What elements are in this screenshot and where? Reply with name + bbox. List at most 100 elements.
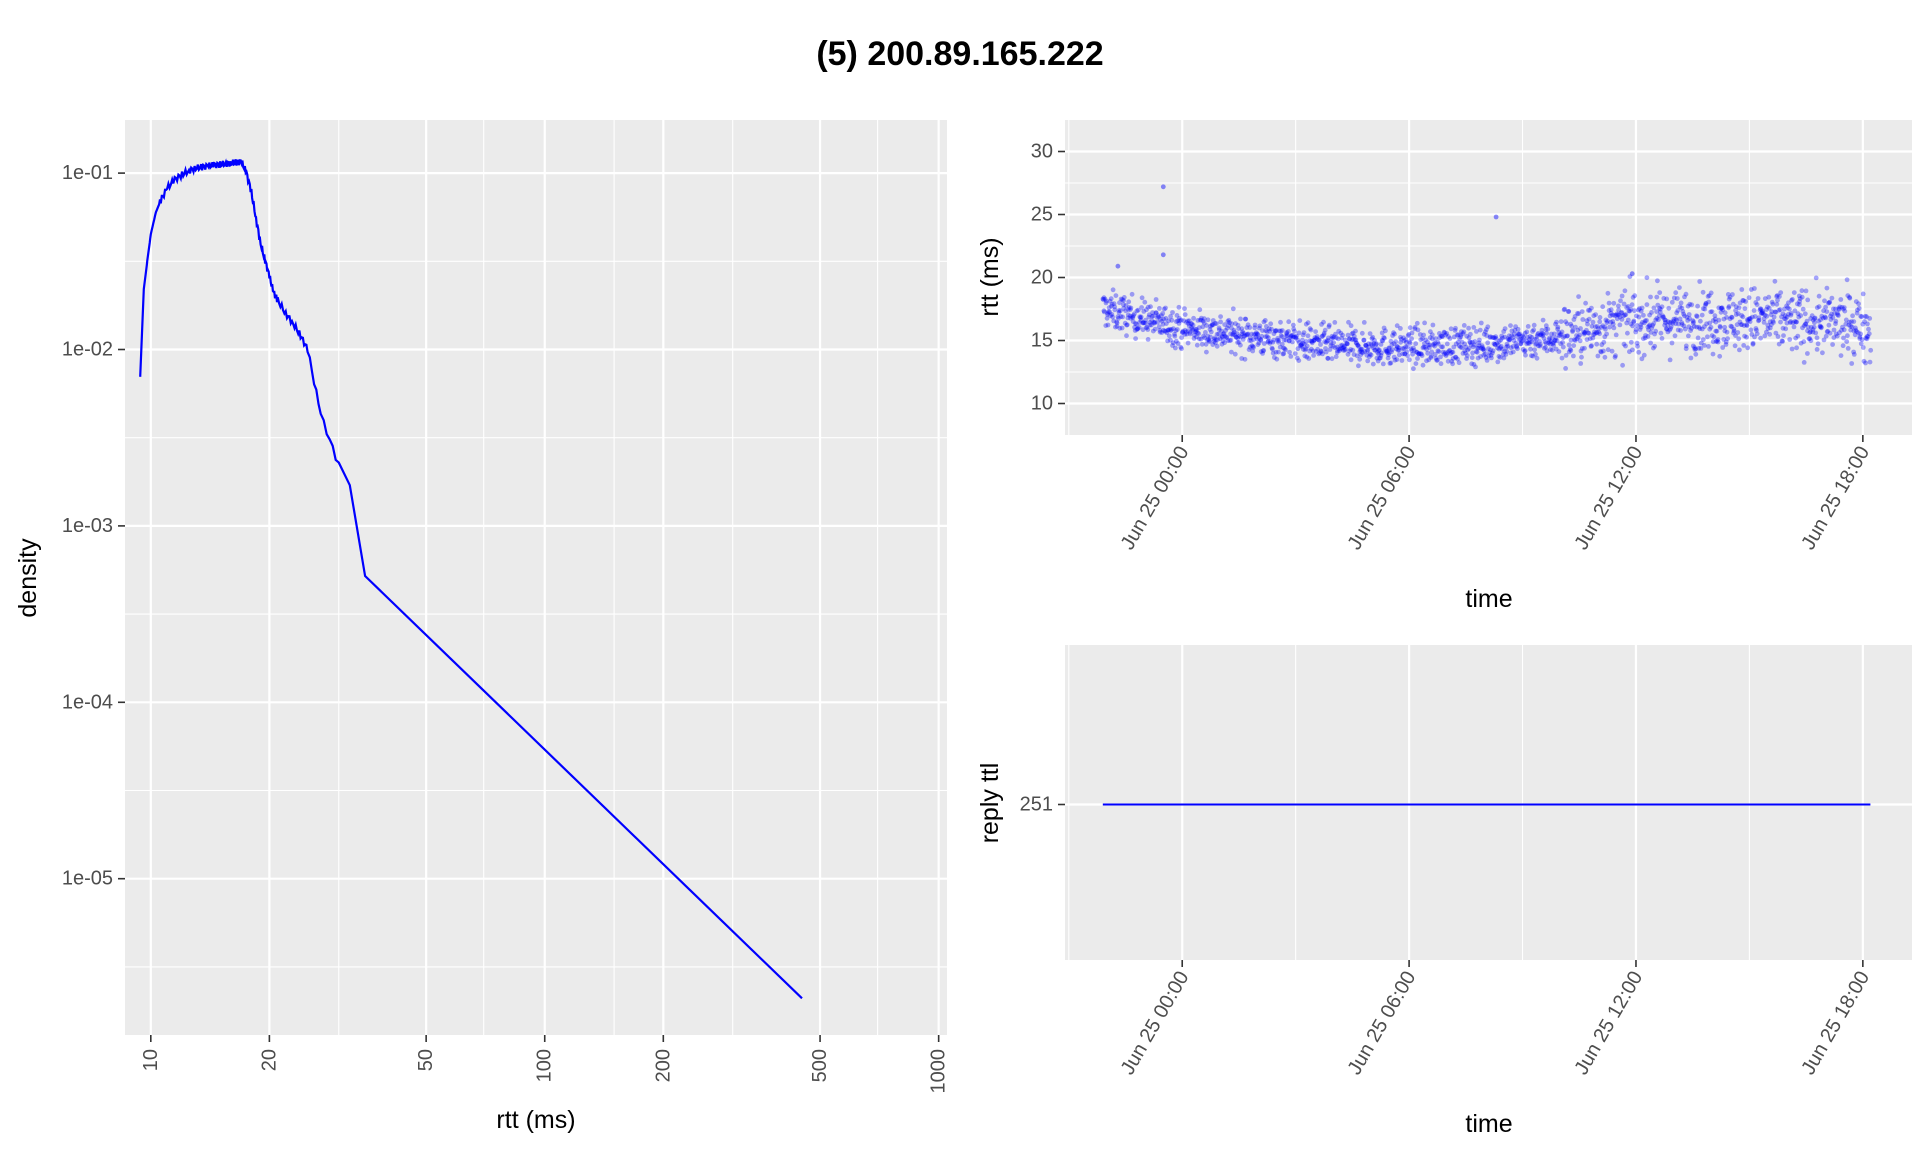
rtt-point bbox=[1778, 319, 1783, 325]
rtt-point bbox=[1706, 299, 1711, 305]
rtt-point bbox=[1716, 317, 1722, 323]
rtt-point bbox=[1197, 317, 1203, 323]
rtt-point bbox=[1679, 322, 1685, 327]
rtt-point bbox=[1580, 317, 1586, 322]
rtt-point bbox=[1313, 329, 1318, 334]
rtt-point bbox=[1750, 341, 1756, 347]
rtt-point bbox=[1516, 332, 1522, 338]
rtt-point bbox=[1445, 358, 1451, 364]
rtt-point bbox=[1361, 337, 1367, 343]
rtt-point bbox=[1146, 312, 1152, 318]
rtt-point bbox=[1648, 294, 1653, 300]
rtt-point bbox=[1198, 317, 1204, 323]
rtt-point bbox=[1864, 334, 1870, 339]
rtt-point bbox=[1314, 335, 1319, 341]
rtt-point bbox=[1533, 351, 1538, 357]
rtt-point bbox=[1719, 305, 1725, 311]
rtt-point bbox=[1866, 326, 1871, 332]
rtt-point bbox=[1712, 313, 1718, 319]
rtt-point bbox=[1791, 324, 1797, 330]
rtt-point bbox=[1392, 357, 1398, 363]
rtt-point bbox=[1744, 323, 1750, 328]
rtt-point bbox=[1194, 327, 1199, 332]
rtt-point bbox=[1599, 342, 1605, 348]
rtt-point bbox=[1116, 308, 1122, 313]
rtt-point bbox=[1160, 311, 1166, 316]
rtt-point bbox=[1368, 341, 1374, 347]
rtt-point bbox=[1190, 322, 1196, 328]
rtt-point bbox=[1152, 319, 1158, 325]
rtt-point bbox=[1633, 327, 1639, 332]
rtt-point bbox=[1764, 329, 1769, 335]
rtt-point bbox=[1116, 310, 1122, 315]
rtt-point bbox=[1247, 325, 1253, 330]
rtt-point bbox=[1132, 328, 1138, 333]
rtt-point bbox=[1798, 313, 1804, 318]
rtt-point bbox=[1119, 325, 1125, 331]
rtt-point bbox=[1125, 315, 1131, 321]
rtt-point bbox=[1665, 319, 1671, 325]
rtt-point bbox=[1501, 351, 1506, 357]
rtt-point bbox=[1319, 334, 1325, 339]
rtt-point bbox=[1787, 320, 1793, 325]
rtt-point bbox=[1590, 335, 1596, 341]
rtt-point bbox=[1160, 321, 1166, 327]
rtt-point bbox=[1296, 340, 1302, 345]
rtt-point bbox=[1657, 305, 1662, 311]
rtt-point bbox=[1379, 330, 1385, 336]
rtt-point bbox=[1765, 304, 1770, 310]
rtt-point bbox=[1197, 307, 1203, 313]
rtt-point bbox=[1524, 329, 1530, 335]
rtt-point bbox=[1585, 321, 1590, 327]
rtt-point bbox=[1582, 330, 1588, 335]
rtt-point bbox=[1510, 344, 1516, 349]
rtt-point bbox=[1801, 339, 1807, 345]
rtt-point bbox=[1286, 338, 1292, 344]
rtt-point bbox=[1311, 338, 1317, 343]
ttl-time-plot-y-label: reply ttl bbox=[976, 763, 1004, 844]
rtt-point bbox=[1845, 293, 1851, 298]
density-y-tick-label: 1e-01 bbox=[62, 162, 113, 184]
rtt-point bbox=[1401, 346, 1407, 351]
rtt-point bbox=[1173, 319, 1179, 324]
rtt-point bbox=[1761, 316, 1767, 322]
rtt-point bbox=[1659, 336, 1665, 341]
rtt-point bbox=[1671, 316, 1677, 322]
rtt-point bbox=[1866, 331, 1872, 337]
rtt-point bbox=[1682, 294, 1687, 300]
rtt-point bbox=[1174, 313, 1180, 318]
rtt-point bbox=[1333, 335, 1339, 341]
rtt-point bbox=[1665, 329, 1671, 335]
rtt-point bbox=[1180, 328, 1186, 334]
rtt-point bbox=[1367, 354, 1372, 360]
rtt-point bbox=[1366, 344, 1372, 350]
rtt-point bbox=[1273, 349, 1279, 355]
rtt-point bbox=[1135, 326, 1140, 332]
rtt-point bbox=[1795, 333, 1801, 339]
rtt-point bbox=[1227, 320, 1232, 326]
rtt-point bbox=[1621, 301, 1627, 307]
rtt-point bbox=[1420, 336, 1425, 341]
rtt-point bbox=[1260, 328, 1265, 333]
rtt-point bbox=[1597, 315, 1603, 320]
rtt-point bbox=[1271, 337, 1277, 343]
rtt-point bbox=[1675, 308, 1681, 313]
rtt-point bbox=[1341, 347, 1346, 353]
rtt-point bbox=[1581, 331, 1587, 337]
rtt-point bbox=[1687, 316, 1692, 321]
rtt-point bbox=[1579, 346, 1585, 351]
rtt-point bbox=[1704, 321, 1709, 327]
rtt-point bbox=[1477, 337, 1482, 343]
rtt-point bbox=[1219, 334, 1225, 339]
rtt-point bbox=[1810, 329, 1816, 335]
rtt-point bbox=[1800, 306, 1806, 312]
rtt-point bbox=[1104, 315, 1110, 321]
rtt-point bbox=[1836, 313, 1841, 318]
rtt-point bbox=[1481, 348, 1487, 353]
rtt-point bbox=[1683, 291, 1689, 297]
rtt-point bbox=[1700, 306, 1706, 312]
rtt-point bbox=[1487, 335, 1493, 340]
rtt-point bbox=[1112, 304, 1118, 310]
rtt-point bbox=[1702, 343, 1707, 348]
rtt-point bbox=[1690, 343, 1696, 349]
